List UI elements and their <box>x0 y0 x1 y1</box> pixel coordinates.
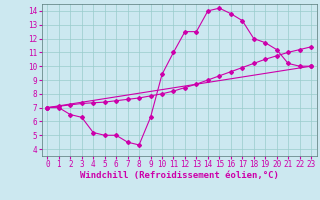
X-axis label: Windchill (Refroidissement éolien,°C): Windchill (Refroidissement éolien,°C) <box>80 171 279 180</box>
